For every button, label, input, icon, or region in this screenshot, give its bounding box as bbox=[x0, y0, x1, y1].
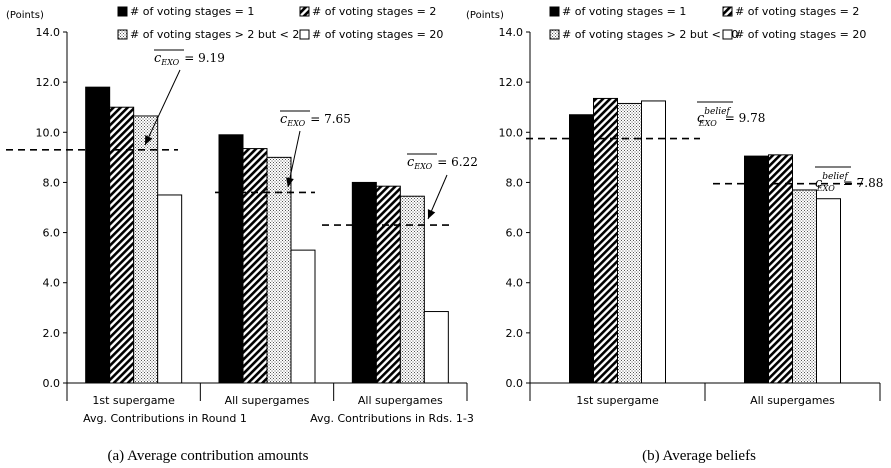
category-label: 1st supergame bbox=[92, 394, 175, 407]
bar-a-s4-c1 bbox=[157, 194, 183, 384]
category-label: 1st supergame bbox=[576, 394, 659, 407]
bar-a-s3-c1 bbox=[133, 115, 159, 384]
y-tick-label: 4.0 bbox=[43, 277, 61, 290]
legend-swatch bbox=[549, 6, 560, 17]
bar-b-s1-c2 bbox=[744, 155, 769, 384]
legend-swatch bbox=[299, 29, 310, 40]
y-tick-label: 0.0 bbox=[506, 377, 524, 390]
panel-b: 0.0 2.0 4.0 6.0 8.0 10.0 12.0 14.0 (Points) 1st s… bbox=[466, 5, 883, 464]
bar-a-s1-c2 bbox=[218, 134, 244, 384]
y-tick-label: 14.0 bbox=[499, 26, 524, 39]
y-tick-label: 2.0 bbox=[506, 327, 524, 340]
bar-a-s4-c3 bbox=[423, 311, 449, 384]
reference-label: cEXO = 9.19 bbox=[154, 51, 225, 67]
legend-label: # of voting stages = 20 bbox=[735, 28, 866, 41]
y-tick-label: 2.0 bbox=[43, 327, 61, 340]
y-unit-label: (Points) bbox=[466, 10, 504, 21]
group-label: Avg. Contributions in Rds. 1-3 bbox=[310, 412, 474, 425]
y-tick-label: 0.0 bbox=[43, 377, 61, 390]
y-tick-label: 8.0 bbox=[43, 176, 61, 189]
y-tick-label: 6.0 bbox=[43, 227, 61, 240]
legend-label: # of voting stages > 2 but < 20 bbox=[130, 28, 306, 41]
group-label: Avg. Contributions in Round 1 bbox=[83, 412, 247, 425]
reference-label: cEXO = 7.65 bbox=[280, 112, 351, 128]
legend-swatch bbox=[117, 29, 128, 40]
bar-a-s3-c2 bbox=[266, 156, 292, 384]
legend-label: # of voting stages > 2 but < 20 bbox=[562, 28, 738, 41]
bar-a-s1-c3 bbox=[351, 181, 377, 384]
panel-caption: (b) Average beliefs bbox=[642, 448, 756, 464]
legend-label: # of voting stages = 2 bbox=[735, 5, 859, 18]
category-label: All supergames bbox=[750, 394, 835, 407]
bar-b-s4-c1 bbox=[641, 100, 666, 384]
legend-swatch bbox=[722, 6, 733, 17]
y-tick-label: 10.0 bbox=[36, 126, 61, 139]
reference-arrow-shaft bbox=[287, 130, 301, 188]
bar-b-s1-c1 bbox=[569, 114, 594, 384]
bar-b-s2-c2 bbox=[768, 154, 793, 384]
bar-a-s4-c2 bbox=[290, 249, 316, 384]
reference-label: cEXO = 6.22 bbox=[407, 155, 478, 171]
y-unit-label: (Points) bbox=[6, 10, 44, 21]
bar-a-s3-c3 bbox=[399, 195, 425, 384]
reference-arrow-shaft bbox=[144, 69, 181, 146]
y-tick-label: 6.0 bbox=[506, 227, 524, 240]
reference-arrow-head bbox=[285, 177, 294, 187]
y-tick-label: 12.0 bbox=[36, 76, 61, 89]
bar-b-s4-c2 bbox=[816, 198, 841, 384]
legend-label: # of voting stages = 20 bbox=[312, 28, 443, 41]
legend-label: # of voting stages = 2 bbox=[312, 5, 436, 18]
legend-swatch bbox=[549, 29, 560, 40]
bar-b-s3-c2 bbox=[792, 189, 817, 384]
legend-swatch bbox=[299, 6, 310, 17]
reference-label: cbelief EXO = 9.78 bbox=[697, 107, 765, 128]
bar-a-s1-c1 bbox=[85, 86, 111, 384]
legend-swatch bbox=[117, 6, 128, 17]
category-label: All supergames bbox=[225, 394, 310, 407]
panel-caption: (a) Average contribution amounts bbox=[108, 448, 309, 464]
bar-a-s2-c1 bbox=[109, 106, 135, 384]
legend-label: # of voting stages = 1 bbox=[130, 5, 254, 18]
reference-label: cbelief EXO = 7.88 bbox=[815, 172, 883, 193]
bar-a-s2-c2 bbox=[242, 148, 268, 384]
legend-swatch bbox=[722, 29, 733, 40]
y-tick-label: 8.0 bbox=[506, 176, 524, 189]
reference-arrow-head bbox=[427, 209, 436, 219]
legend-label: # of voting stages = 1 bbox=[562, 5, 686, 18]
category-label: All supergames bbox=[358, 394, 443, 407]
y-tick-label: 10.0 bbox=[499, 126, 524, 139]
reference-arrow-head bbox=[145, 135, 153, 145]
y-tick-label: 14.0 bbox=[36, 26, 61, 39]
y-tick-label: 4.0 bbox=[506, 277, 524, 290]
panel-a: 0.0 2.0 4.0 6.0 8.0 10.0 12.0 14.0 (Points) 1st s… bbox=[6, 5, 478, 464]
bar-b-s3-c1 bbox=[617, 102, 642, 384]
y-tick-label: 12.0 bbox=[499, 76, 524, 89]
bar-b-s2-c1 bbox=[593, 97, 618, 384]
bar-a-s2-c3 bbox=[375, 185, 401, 384]
